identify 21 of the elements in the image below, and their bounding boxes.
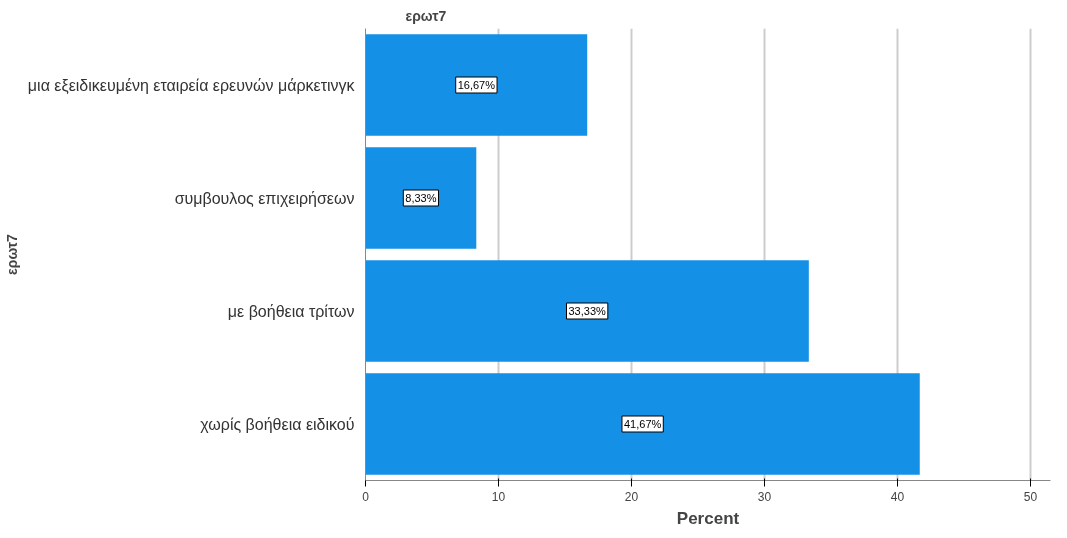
data-label: 16,67% (457, 79, 496, 91)
bar (365, 260, 809, 362)
y-tick-label: με βοήθεια τρίτων (227, 302, 355, 320)
x-tick-label: 10 (491, 489, 506, 504)
x-tick-label: 40 (890, 489, 905, 504)
y-axis-title: ερωτ7 (3, 233, 20, 275)
x-tick-label: 20 (624, 489, 639, 504)
x-tick-label: 30 (757, 489, 772, 504)
x-axis-title: Percent (676, 508, 740, 528)
bar (365, 373, 920, 475)
y-tick-label: μια εξειδικευμένη εταιρεία ερευνών μάρκετινγκ (27, 76, 356, 95)
x-tick-label: 50 (1023, 489, 1038, 504)
chart-title: ερωτ7 (405, 7, 447, 24)
data-label: 33,33% (568, 305, 607, 317)
bar (365, 34, 588, 136)
y-tick-label: χωρίς βοήθεια ειδικού (200, 415, 355, 433)
x-tick-label: 0 (362, 489, 370, 504)
y-tick-label: συμβουλος επιχειρήσεων (174, 189, 355, 207)
bar (365, 147, 477, 249)
data-label: 8,33% (405, 192, 437, 204)
data-label: 41,67% (623, 418, 662, 430)
